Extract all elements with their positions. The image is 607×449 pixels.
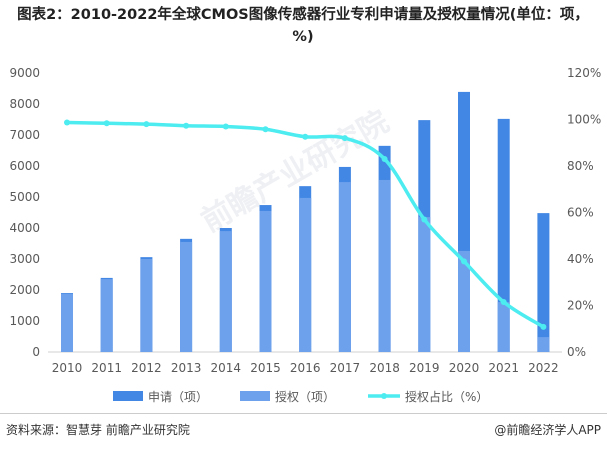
y-tick-label: 3000 xyxy=(9,252,40,266)
bar-granted xyxy=(180,241,193,352)
legend-label-ratio: 授权占比（%） xyxy=(405,389,488,404)
x-tick-label: 2014 xyxy=(211,361,242,375)
y2-tick-label: 100% xyxy=(567,113,601,127)
bar-granted xyxy=(338,182,351,352)
bar-application xyxy=(537,213,550,352)
bar-granted xyxy=(219,231,232,352)
y-tick-label: 9000 xyxy=(9,66,40,80)
line-point xyxy=(500,299,507,306)
line-point xyxy=(143,121,150,128)
bar-granted xyxy=(140,259,153,352)
line-point xyxy=(222,123,229,130)
bar-granted xyxy=(259,210,272,352)
bar-granted xyxy=(100,279,113,352)
x-tick-label: 2013 xyxy=(171,361,202,375)
legend-label-application: 申请（项） xyxy=(148,390,208,404)
y2-tick-label: 120% xyxy=(567,66,601,80)
bar-granted xyxy=(299,197,312,352)
x-tick-label: 2011 xyxy=(91,361,122,375)
legend-label-granted: 授权（项） xyxy=(275,389,335,404)
x-tick-label: 2010 xyxy=(52,361,83,375)
brand-text: @前瞻经济学人APP xyxy=(494,423,601,437)
x-tick-label: 2015 xyxy=(250,361,281,375)
bar-granted xyxy=(497,302,510,352)
line-point xyxy=(540,323,547,330)
x-tick-label: 2018 xyxy=(369,361,400,375)
legend-swatch-granted xyxy=(240,391,270,401)
y-tick-label: 8000 xyxy=(9,97,40,111)
y2-tick-label: 0% xyxy=(567,345,586,359)
y-tick-label: 7000 xyxy=(9,128,40,142)
y-tick-label: 6000 xyxy=(9,159,40,173)
bar-granted xyxy=(61,294,73,352)
x-tick-label: 2021 xyxy=(488,361,519,375)
line-point xyxy=(421,216,428,223)
bar-granted xyxy=(537,337,550,352)
y-tick-label: 0 xyxy=(32,345,40,359)
x-tick-label: 2019 xyxy=(409,361,440,375)
y-tick-label: 4000 xyxy=(9,221,40,235)
bar-granted xyxy=(418,217,431,352)
source-text: 资料来源：智慧芽 前瞻产业研究院 xyxy=(6,423,190,437)
line-point xyxy=(183,122,190,129)
y-tick-label: 2000 xyxy=(9,283,40,297)
chart-title: 图表2：2010-2022年全球CMOS图像传感器行业专利申请量及授权量情况(单… xyxy=(17,7,589,45)
x-tick-label: 2022 xyxy=(528,361,559,375)
x-tick-label: 2016 xyxy=(290,361,321,375)
line-point xyxy=(302,133,309,140)
bar-application xyxy=(497,118,510,352)
line-point xyxy=(461,258,467,265)
line-point xyxy=(381,156,388,163)
footer-divider xyxy=(0,413,607,414)
line-point xyxy=(64,119,70,126)
y2-tick-label: 40% xyxy=(567,252,594,266)
y2-tick-label: 20% xyxy=(567,299,594,313)
bar-granted xyxy=(378,179,391,352)
line-point xyxy=(341,135,348,142)
x-tick-label: 2017 xyxy=(330,361,361,375)
y-tick-label: 1000 xyxy=(9,314,40,328)
y2-tick-label: 80% xyxy=(567,159,594,173)
legend-marker-ratio xyxy=(381,393,387,399)
bar-granted xyxy=(458,250,470,352)
line-point xyxy=(262,126,269,133)
x-tick-label: 2020 xyxy=(449,361,480,375)
x-tick-label: 2012 xyxy=(131,361,162,375)
legend-swatch-application xyxy=(113,391,143,401)
y2-tick-label: 60% xyxy=(567,206,594,220)
y-tick-label: 5000 xyxy=(9,190,40,204)
line-point xyxy=(103,120,110,127)
